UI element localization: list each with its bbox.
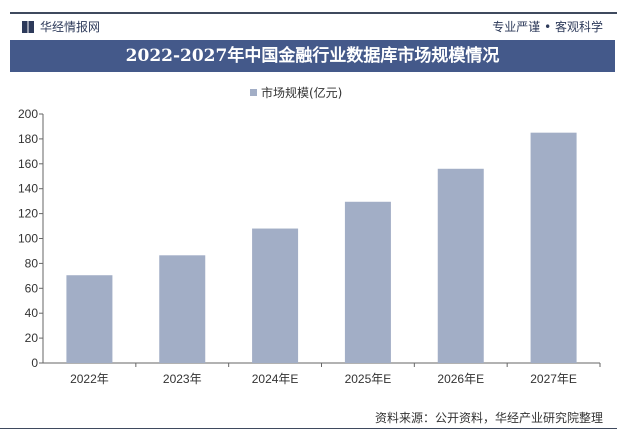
bar-2027年E: [530, 132, 577, 363]
y-tick-label: 0: [31, 356, 38, 370]
x-tick-label: 2027年E: [530, 372, 577, 386]
y-tick-label: 160: [18, 157, 38, 171]
legend: 市场规模(亿元): [250, 84, 342, 101]
header-divider: [10, 12, 617, 14]
footer-divider: [0, 428, 617, 429]
bar-2026年E: [437, 168, 484, 363]
brand-name: 华经情报网: [40, 20, 101, 34]
y-tick-label: 140: [18, 182, 38, 196]
slogan: 专业严谨 • 客观科学: [492, 20, 603, 34]
y-tick-label: 180: [18, 132, 38, 146]
y-tick-label: 60: [25, 281, 39, 295]
y-tick-label: 120: [18, 207, 38, 221]
bar-2024年E: [252, 228, 299, 363]
x-tick-label: 2025年E: [345, 372, 392, 386]
y-tick-label: 80: [25, 256, 39, 270]
legend-label: 市场规模(亿元): [261, 86, 343, 100]
bar-2025年E: [344, 201, 391, 363]
x-tick-label: 2024年E: [252, 372, 299, 386]
x-tick-label: 2023年: [163, 372, 202, 386]
y-tick-label: 100: [18, 232, 38, 246]
bar-2023年: [159, 255, 206, 363]
chart-title: 2022-2027年中国金融行业数据库市场规模情况: [10, 40, 615, 72]
bar-2022年: [66, 275, 113, 363]
y-tick-label: 20: [25, 331, 39, 345]
x-tick-label: 2026年E: [437, 372, 484, 386]
brand-logo-icon: [22, 20, 34, 33]
legend-swatch: [250, 89, 257, 96]
y-tick-label: 40: [25, 306, 39, 320]
source-note: 资料来源：公开资料，华经产业研究院整理: [374, 411, 603, 425]
y-tick-label: 200: [18, 107, 38, 121]
x-tick-label: 2022年: [70, 372, 109, 386]
brand: 华经情报网: [22, 18, 100, 35]
